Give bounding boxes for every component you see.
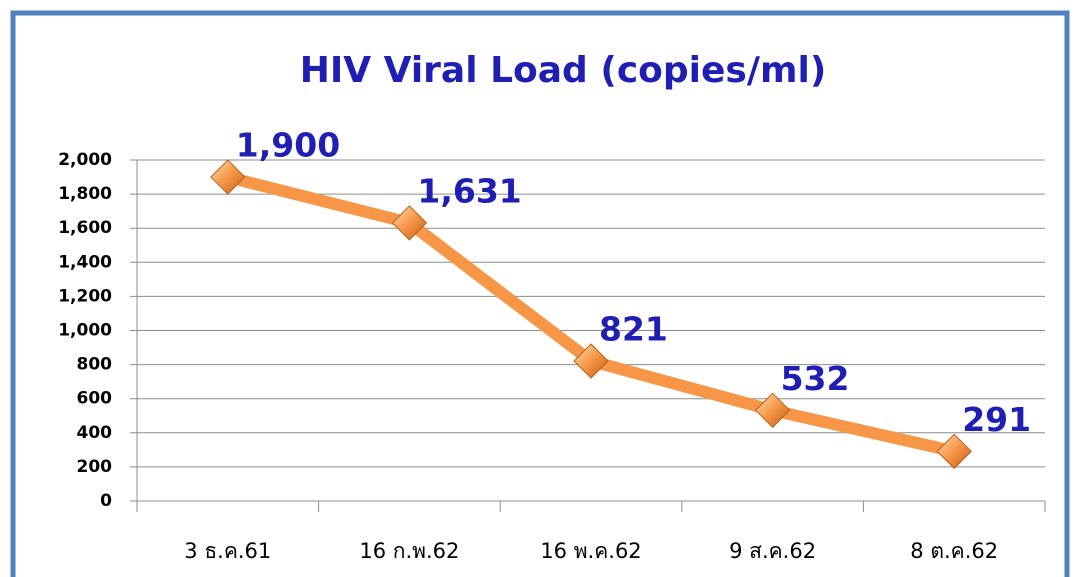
y-tick-label: 1,200 [58, 286, 112, 306]
x-tick-label: 3 ธ.ค.61 [184, 539, 271, 563]
y-tick-label: 1,800 [58, 184, 112, 204]
marker [936, 433, 972, 470]
y-tick-label: 400 [77, 423, 113, 443]
marker [754, 392, 791, 429]
x-tick-label: 9 ส.ค.62 [729, 539, 816, 563]
marker [210, 159, 246, 195]
data-label: 1,900 [236, 126, 340, 165]
data-label: 532 [781, 359, 850, 398]
x-tick-label: 16 พ.ค.62 [540, 539, 641, 563]
y-tick-label: 800 [77, 355, 113, 375]
y-tick-label: 0 [100, 491, 112, 511]
y-tick-label: 200 [77, 457, 113, 477]
y-tick-label: 600 [77, 389, 113, 409]
data-label: 821 [599, 310, 668, 349]
y-tick-label: 1,400 [58, 252, 112, 272]
chart-frame [10, 10, 1070, 577]
x-tick-label: 16 ก.พ.62 [359, 539, 459, 563]
chart-title: HIV Viral Load (copies/ml) [300, 50, 827, 91]
y-tick-label: 1,600 [58, 218, 112, 238]
marker [391, 205, 428, 241]
marker [573, 343, 609, 379]
data-label: 291 [962, 400, 1031, 439]
data-label: 1,631 [417, 171, 521, 210]
x-tick-label: 8 ต.ค.62 [910, 539, 998, 563]
y-tick-label: 2,000 [58, 150, 112, 170]
y-tick-label: 1,000 [58, 321, 112, 341]
